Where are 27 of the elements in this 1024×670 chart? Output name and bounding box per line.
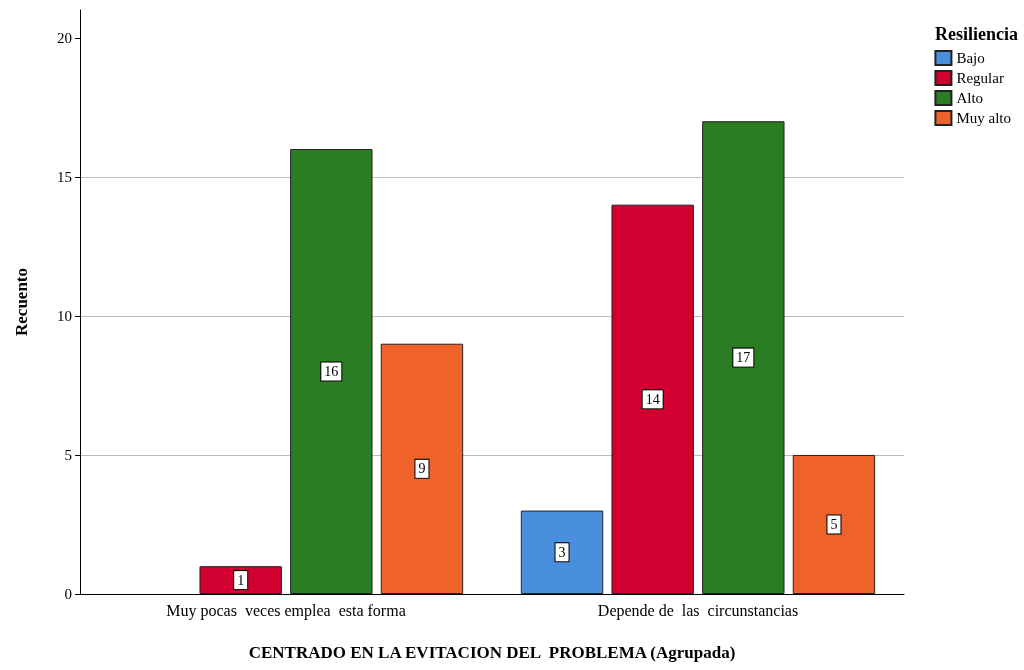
bar bbox=[792, 454, 876, 594]
y-tick-label: 10 bbox=[57, 307, 72, 324]
data-label: 5 bbox=[830, 516, 838, 532]
x-axis-title: CENTRADO EN LA EVITACION DEL PROBLEMA (Agrupada) bbox=[248, 643, 736, 662]
legend-label: Regular bbox=[956, 70, 1004, 86]
legend-label: Muy alto bbox=[956, 110, 1012, 126]
data-label: 17 bbox=[736, 350, 751, 366]
y-tick-label: 5 bbox=[64, 446, 72, 463]
x-tick-label: Muy pocas veces emplea esta forma bbox=[166, 601, 406, 620]
legend-label: Bajo bbox=[956, 50, 985, 66]
bar bbox=[702, 121, 785, 594]
y-tick-label: 15 bbox=[57, 168, 72, 185]
legend-title: Resiliencia bbox=[935, 24, 1019, 44]
y-tick-label: 20 bbox=[57, 29, 72, 46]
legend-label: Alto bbox=[956, 90, 984, 106]
data-label: 3 bbox=[558, 544, 566, 560]
data-label: 14 bbox=[645, 391, 660, 407]
data-label: 1 bbox=[237, 572, 245, 588]
y-axis-title: Recuento bbox=[12, 268, 31, 336]
data-label: 16 bbox=[324, 364, 339, 380]
bar bbox=[290, 149, 373, 594]
bar bbox=[380, 343, 464, 594]
data-label: 9 bbox=[418, 461, 426, 477]
bar bbox=[520, 510, 604, 594]
x-tick-label: Depende de las circunstancias bbox=[597, 601, 799, 620]
bar bbox=[611, 204, 694, 594]
y-tick-label: 0 bbox=[64, 586, 72, 602]
